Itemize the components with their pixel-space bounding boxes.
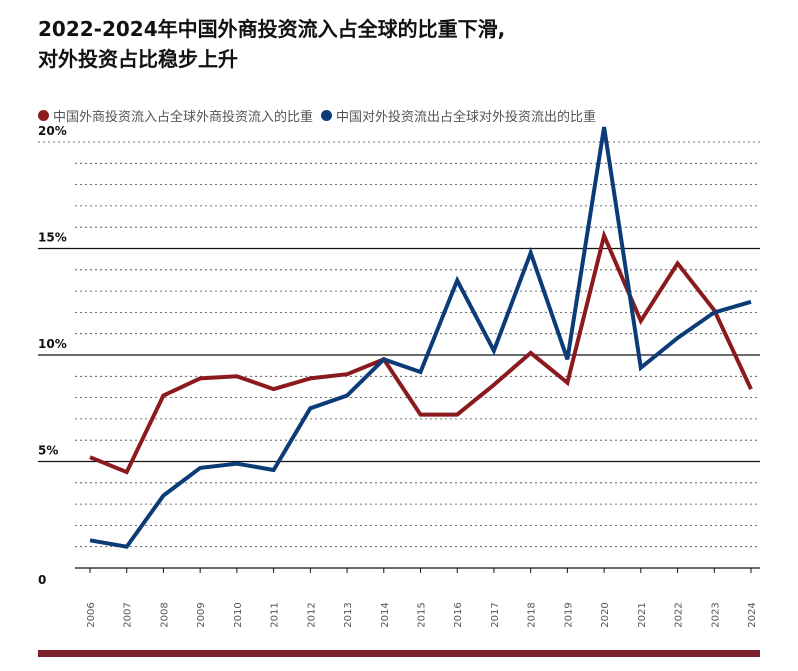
x-tick-label: 2012 [306,602,317,627]
title-line-2: 对外投资占比稳步上升 [38,47,238,71]
y-tick-label: 5% [38,444,58,458]
x-tick-label: 2016 [453,602,464,627]
chart-title: 2022-2024年中国外商投资流入占全球的比重下滑, 对外投资占比稳步上升 [38,14,778,74]
x-tick-label: 2010 [233,602,244,627]
outflow-series-line [89,126,752,549]
x-tick-label: 2011 [270,602,281,627]
legend-label-outflow: 中国对外投资流出占全球对外投资流出的比重 [336,110,597,125]
x-tick-label: 2023 [710,602,721,627]
legend-label-inflow: 中国外商投资流入占全球外商投资流入的比重 [53,110,314,125]
x-tick-label: 2022 [674,602,685,627]
title-line-1: 2022-2024年中国外商投资流入占全球的比重下滑, [38,17,506,41]
bottom-rule [38,650,760,657]
x-tick-label: 2009 [196,602,207,627]
x-tick-label: 2019 [563,602,574,627]
x-tick-label: 2020 [600,602,611,627]
inflow-series-line [89,229,753,475]
legend-marker-outflow [321,110,333,121]
y-tick-label: 0 [38,573,46,587]
legend-marker-inflow [38,110,49,121]
x-tick-label: 2007 [123,602,134,627]
legend-item-outflow: 中国对外投资流出占全球对外投资流出的比重 [321,106,596,125]
x-tick-label: 2014 [380,602,391,627]
y-tick-label: 10% [38,337,67,351]
x-tick-label: 2018 [527,602,538,627]
y-tick-label: 15% [38,231,67,245]
x-tick-label: 2006 [86,602,97,627]
y-tick-label: 20% [38,124,67,138]
x-tick-label: 2015 [417,602,428,627]
x-tick-label: 2021 [637,602,648,627]
x-tick-label: 2008 [159,602,170,627]
legend: 中国外商投资流入占全球外商投资流入的比重 中国对外投资流出占全球对外投资流出的比… [38,106,604,125]
legend-item-inflow: 中国外商投资流入占全球外商投资流入的比重 [38,106,313,125]
x-tick-label: 2017 [490,602,501,627]
x-tick-label: 2013 [343,602,354,627]
x-tick-label: 2024 [747,602,758,627]
